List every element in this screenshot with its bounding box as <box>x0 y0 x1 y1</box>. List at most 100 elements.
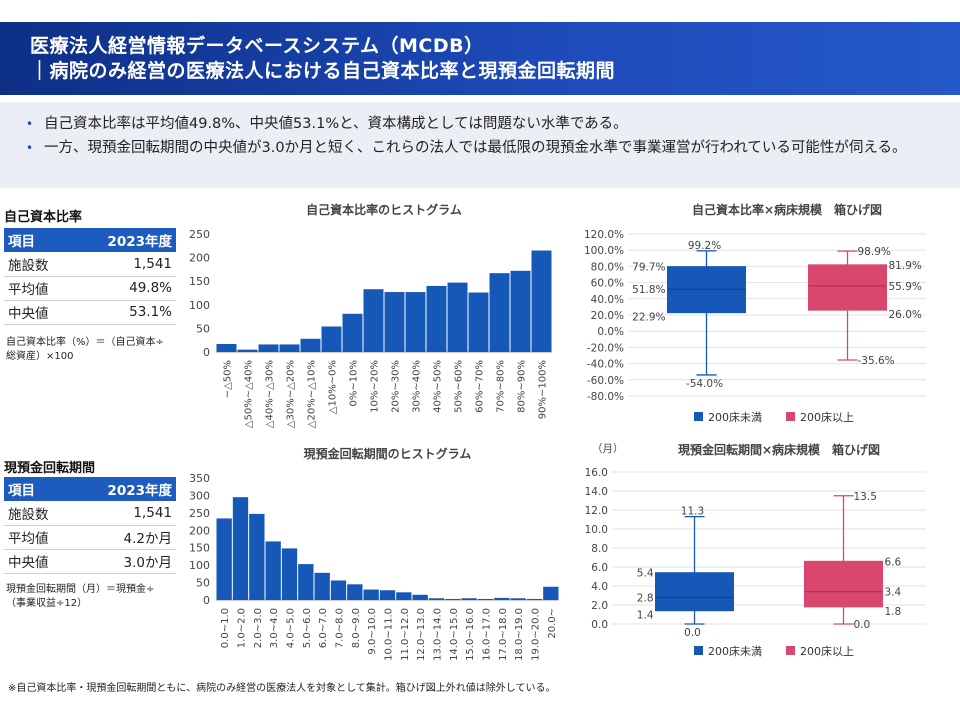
histogram-bar <box>363 589 379 600</box>
legend-swatch <box>786 412 795 421</box>
x-tick-label: 70%~80% <box>496 360 507 413</box>
x-tick-label: 1.0~2.0 <box>237 608 248 648</box>
histogram-bar <box>258 344 279 352</box>
y-tick-label: 250 <box>189 228 210 241</box>
box-value-label: 0.0 <box>684 627 701 639</box>
y-tick-label: 150 <box>189 275 210 288</box>
x-tick-label: △10%~0% <box>328 360 339 414</box>
table-cell: 中央値 <box>4 300 73 325</box>
x-tick-label: 13.0~14.0 <box>433 608 444 661</box>
x-tick-label: 8.0~9.0 <box>351 608 362 648</box>
x-tick-label: 30%~40% <box>412 360 423 413</box>
y-tick-label: 0.0% <box>597 326 624 338</box>
y-tick-label: 12.0 <box>585 505 608 517</box>
x-tick-label: 40%~50% <box>433 360 444 413</box>
equity-histogram: 自己資本比率のヒストグラム 250 200 150 100 50 0 ~△50% △50%~△4… <box>189 202 552 428</box>
x-tick-label: 80%~90% <box>517 360 528 413</box>
histogram-bar <box>342 313 363 352</box>
histogram-bar <box>426 285 447 352</box>
histogram-bar <box>330 580 347 600</box>
histogram-bar <box>363 289 384 352</box>
bullet-icon: • <box>26 141 34 155</box>
x-tick-label: 7.0~8.0 <box>335 608 346 648</box>
x-tick-label: 60%~70% <box>475 360 486 413</box>
histogram-bar <box>384 292 405 352</box>
chart-title: 自己資本比率×病床規模 箱ひげ図 <box>692 202 882 217</box>
y-tick-label: 80.0% <box>591 261 624 273</box>
y-tick-label: 2.0 <box>591 600 608 612</box>
chart-title: 自己資本比率のヒストグラム <box>306 202 462 217</box>
chart-title: 現預金回転期間のヒストグラム <box>304 446 472 461</box>
box-value-label: 26.0% <box>889 309 922 321</box>
y-tick-label: 150 <box>189 542 210 555</box>
table-row: 施設数 1,541 <box>4 252 176 277</box>
box-iqr <box>655 572 734 612</box>
histogram-bar <box>347 584 363 600</box>
x-tick-label: 9.0~10.0 <box>367 608 378 655</box>
box-value-label: 0.0 <box>854 619 871 631</box>
histogram-bar <box>531 250 552 352</box>
turnover-histogram: 現預金回転期間のヒストグラム 350 300 250 200 150 100 50 0 0.0~1… <box>189 446 559 661</box>
summary-text-2: 一方、現預金回転期間の中央値が3.0か月と短く、これらの法人では最低限の現預金水… <box>44 140 907 156</box>
box-value-label: 13.5 <box>854 491 877 503</box>
x-tick-label: 90%~100% <box>538 360 549 419</box>
box-value-label: -54.0% <box>686 378 723 390</box>
table-header-row: 項目 2023年度 <box>4 228 176 253</box>
x-tick-label: △30%~△20% <box>286 360 297 428</box>
y-tick-label: -40.0% <box>587 359 624 371</box>
table-cell: 平均値 <box>4 276 73 301</box>
y-tick-label: -20.0% <box>587 342 624 354</box>
table-cell: 1,541 <box>72 501 176 526</box>
histogram-bar <box>445 598 461 600</box>
turnover-formula-note: 現預金回転期間（月）＝現預金÷ （事業収益÷12） <box>6 583 154 611</box>
note-line: 現預金回転期間（月）＝現預金÷ <box>6 584 155 595</box>
table-row: 平均値 4.2か月 <box>4 525 176 550</box>
histogram-bar <box>396 592 412 600</box>
histogram-bar <box>298 564 314 600</box>
histogram-bar <box>447 282 468 352</box>
x-tick-label: 18.0~19.0 <box>514 608 525 661</box>
box-value-label: 98.9% <box>858 246 891 258</box>
y-tick-label: 50 <box>196 577 210 590</box>
x-tick-label: 3.0~4.0 <box>269 608 280 648</box>
page-subtitle: ｜病院のみ経営の医療法人における自己資本比率と現預金回転期間 <box>30 60 616 82</box>
x-tick-label: ~△50% <box>223 360 234 398</box>
y-tick-label: 100.0% <box>584 245 624 257</box>
histogram-bar <box>494 597 510 600</box>
table-cell: 49.8% <box>72 276 176 301</box>
box-value-label: 3.4 <box>885 587 902 599</box>
legend-swatch <box>694 412 703 421</box>
turnover-boxplot: 現預金回転期間×病床規模 箱ひげ図 （月） 16.0 14.0 12.0 10.0 8.0 6… <box>585 442 926 658</box>
legend-swatch <box>786 646 795 655</box>
table-header-cell: 2023年度 <box>72 477 176 502</box>
footnote: ※自己資本比率・現預金回転期間ともに、病院のみ経営の医療法人を対象として集計。箱… <box>8 683 556 694</box>
box-value-label: 81.9% <box>889 260 922 272</box>
legend-swatch <box>694 646 703 655</box>
box-value-label: -35.6% <box>858 355 895 367</box>
x-tick-label: 4.0~5.0 <box>286 608 297 648</box>
histogram-bar <box>489 273 510 352</box>
y-tick-label: 0 <box>203 594 210 607</box>
histogram-bar <box>216 518 232 600</box>
y-tick-label: 20.0% <box>591 310 624 322</box>
equity-boxplot: 自己資本比率×病床規模 箱ひげ図 120.0% 100.0% 80.0% 60.0% 40… <box>584 202 926 424</box>
histogram-bar <box>412 594 428 600</box>
y-tick-label: 200 <box>189 252 210 265</box>
summary-bullet: • 自己資本比率は平均値49.8%、中央値53.1%と、資本構成としては問題ない… <box>22 114 940 135</box>
box-iqr <box>808 264 887 311</box>
y-axis-unit: （月） <box>592 443 624 455</box>
y-tick-label: 300 <box>189 489 210 502</box>
x-tick-label: 11.0~12.0 <box>400 608 411 661</box>
histogram-bar <box>314 572 330 600</box>
box-value-label: 55.9% <box>889 281 922 293</box>
table-row: 中央値 53.1% <box>4 300 176 325</box>
y-tick-label: 350 <box>189 472 210 485</box>
legend-label: 200床以上 <box>800 410 854 424</box>
table-header-cell: 項目 <box>4 477 73 502</box>
y-tick-label: 4.0 <box>591 581 608 593</box>
y-tick-label: 40.0% <box>591 294 624 306</box>
x-tick-label: 20.0~ <box>547 608 558 639</box>
x-tick-label: 12.0~13.0 <box>416 608 427 661</box>
y-tick-label: 10.0 <box>585 524 608 536</box>
equity-stats-table: 項目 2023年度 施設数 1,541 平均値 49.8% 中央値 53.1% <box>4 228 176 325</box>
